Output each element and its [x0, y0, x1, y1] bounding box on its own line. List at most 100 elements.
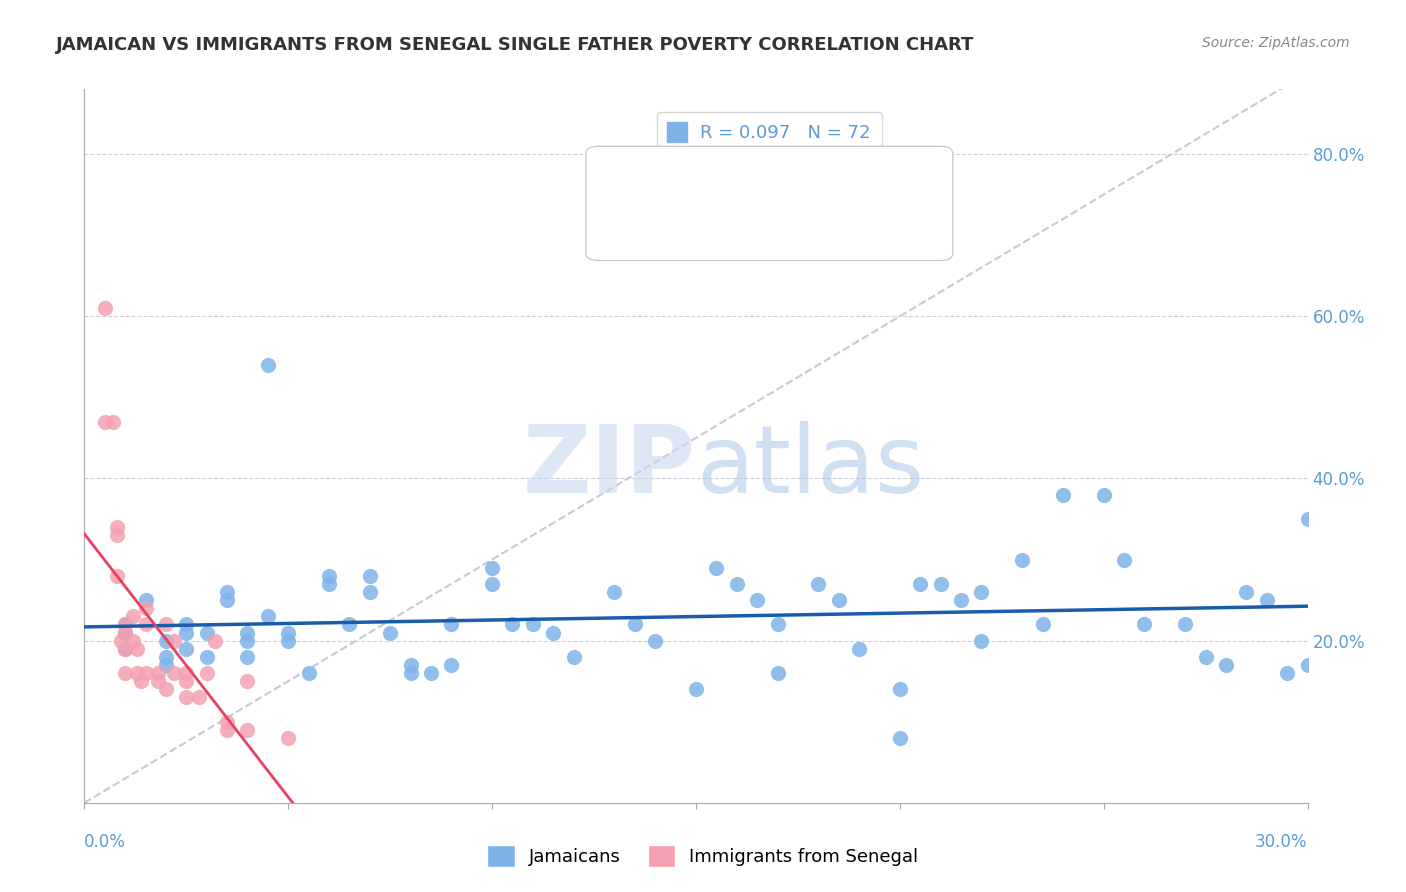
Point [603, 585, 626, 599]
Point [195, 666, 218, 681]
Point [105, 528, 128, 542]
Point [848, 641, 870, 656]
Point [114, 625, 136, 640]
Point [481, 577, 503, 591]
Point [399, 657, 422, 672]
Text: 0.0%: 0.0% [84, 833, 127, 851]
Point [1174, 617, 1197, 632]
Point [127, 666, 149, 681]
Point [217, 714, 239, 729]
Point [420, 666, 443, 681]
FancyBboxPatch shape [586, 146, 953, 260]
Point [543, 625, 565, 640]
Point [236, 625, 259, 640]
Point [101, 415, 124, 429]
Point [440, 657, 463, 672]
Point [135, 666, 157, 681]
Point [122, 609, 145, 624]
Point [1032, 617, 1054, 632]
Point [970, 585, 993, 599]
Point [725, 577, 748, 591]
Point [114, 641, 136, 656]
Point [195, 625, 218, 640]
Point [155, 633, 177, 648]
Text: ZIP: ZIP [523, 421, 696, 514]
Point [562, 649, 585, 664]
Point [685, 682, 707, 697]
Point [236, 674, 259, 689]
Point [110, 633, 132, 648]
Point [1052, 488, 1074, 502]
Point [440, 617, 463, 632]
Point [1114, 552, 1136, 566]
Point [105, 568, 128, 582]
Point [910, 577, 932, 591]
Point [318, 568, 340, 582]
Point [318, 577, 340, 591]
Point [807, 577, 830, 591]
Point [1256, 593, 1278, 607]
Text: JAMAICAN VS IMMIGRANTS FROM SENEGAL SINGLE FATHER POVERTY CORRELATION CHART: JAMAICAN VS IMMIGRANTS FROM SENEGAL SING… [56, 36, 974, 54]
Point [359, 585, 381, 599]
Point [146, 674, 169, 689]
Point [236, 633, 259, 648]
Point [747, 593, 769, 607]
Point [236, 649, 259, 664]
Legend: R = 0.097   N = 72, R = 0.253   N = 36: R = 0.097 N = 72, R = 0.253 N = 36 [657, 112, 882, 178]
Point [766, 617, 789, 632]
Text: Source: ZipAtlas.com: Source: ZipAtlas.com [1202, 36, 1350, 50]
Point [176, 674, 198, 689]
Point [122, 633, 145, 648]
Point [929, 577, 952, 591]
Point [155, 649, 177, 664]
Point [217, 593, 239, 607]
Point [135, 601, 157, 615]
Point [339, 617, 361, 632]
Point [114, 617, 136, 632]
Point [114, 641, 136, 656]
Point [176, 641, 198, 656]
Point [187, 690, 209, 705]
Point [644, 633, 666, 648]
Point [522, 617, 544, 632]
Point [889, 682, 911, 697]
Point [135, 593, 157, 607]
Legend: Jamaicans, Immigrants from Senegal: Jamaicans, Immigrants from Senegal [481, 838, 925, 874]
Point [277, 731, 299, 745]
Point [131, 674, 153, 689]
Text: 30.0%: 30.0% [1256, 833, 1308, 851]
Point [502, 617, 524, 632]
Point [970, 633, 993, 648]
Point [155, 682, 177, 697]
Point [706, 560, 728, 574]
Point [257, 609, 280, 624]
Point [176, 666, 198, 681]
Point [217, 585, 239, 599]
Point [195, 649, 218, 664]
Point [298, 666, 321, 681]
Point [624, 617, 647, 632]
Point [163, 666, 186, 681]
Point [380, 625, 402, 640]
Point [1133, 617, 1156, 632]
Point [176, 625, 198, 640]
Point [217, 723, 239, 737]
Point [828, 593, 851, 607]
Point [1215, 657, 1237, 672]
Point [155, 617, 177, 632]
Point [163, 633, 186, 648]
Point [1236, 585, 1258, 599]
Point [277, 633, 299, 648]
Point [93, 301, 117, 315]
Point [1296, 657, 1319, 672]
Point [114, 625, 136, 640]
Point [481, 560, 503, 574]
Point [135, 617, 157, 632]
Point [146, 666, 169, 681]
Point [176, 617, 198, 632]
Point [93, 415, 117, 429]
Point [176, 690, 198, 705]
Point [114, 666, 136, 681]
Point [236, 723, 259, 737]
Point [950, 593, 973, 607]
